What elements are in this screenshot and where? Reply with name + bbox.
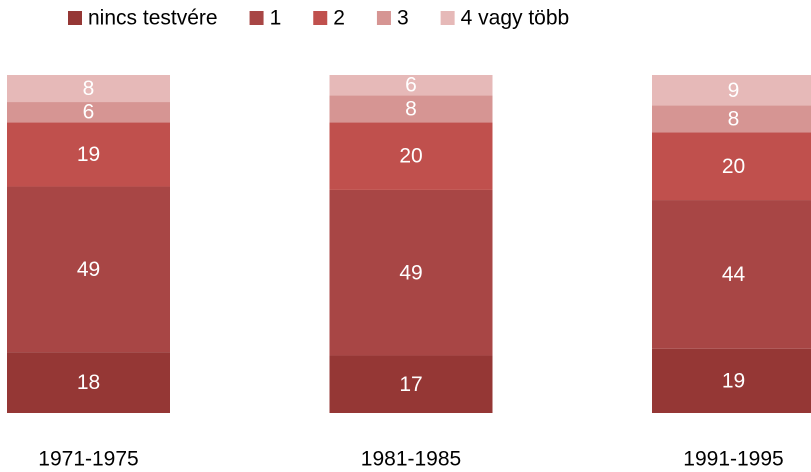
legend-label: 4 vagy több xyxy=(461,7,570,30)
legend-label: nincs testvére xyxy=(88,7,218,30)
value-label: 19 xyxy=(722,369,745,392)
legend-swatch xyxy=(249,11,264,25)
x-tick-label: 1991-1995 xyxy=(683,448,783,471)
bar-segment xyxy=(329,189,493,356)
bar-segment xyxy=(652,132,811,201)
bar-segment xyxy=(329,75,493,96)
value-label: 6 xyxy=(405,74,417,97)
bar-segment xyxy=(652,105,811,133)
value-label: 8 xyxy=(728,107,740,130)
value-label: 44 xyxy=(722,263,746,286)
value-label: 6 xyxy=(83,101,95,124)
value-label: 18 xyxy=(77,371,100,394)
value-label: 8 xyxy=(83,77,95,100)
bar-segment xyxy=(329,95,493,123)
legend-swatch xyxy=(440,11,455,25)
x-tick-label: 1971-1975 xyxy=(38,448,138,471)
bar-segment xyxy=(7,122,170,187)
legend-swatch xyxy=(68,11,82,25)
value-label: 8 xyxy=(405,97,417,120)
bar-segment xyxy=(7,75,170,103)
value-label: 19 xyxy=(77,143,100,166)
legend-label: 2 xyxy=(333,7,345,30)
bar-segment xyxy=(652,75,811,106)
bar-segment xyxy=(329,122,493,190)
bar-segment xyxy=(652,200,811,349)
bar-segment xyxy=(652,348,811,413)
value-label: 20 xyxy=(399,145,422,168)
x-tick-label: 1981-1985 xyxy=(361,448,461,471)
legend-label: 1 xyxy=(270,7,282,30)
bar-segment xyxy=(7,102,170,123)
legend-swatch xyxy=(376,11,391,25)
bar-segment xyxy=(329,355,493,413)
bar-segment xyxy=(7,352,170,413)
value-label: 20 xyxy=(722,155,745,178)
legend-label: 3 xyxy=(397,7,409,30)
value-label: 49 xyxy=(399,261,422,284)
value-label: 49 xyxy=(77,258,100,281)
value-label: 9 xyxy=(728,79,740,102)
bar-segment xyxy=(7,186,170,353)
legend-swatch xyxy=(313,11,328,25)
value-label: 17 xyxy=(399,373,422,396)
